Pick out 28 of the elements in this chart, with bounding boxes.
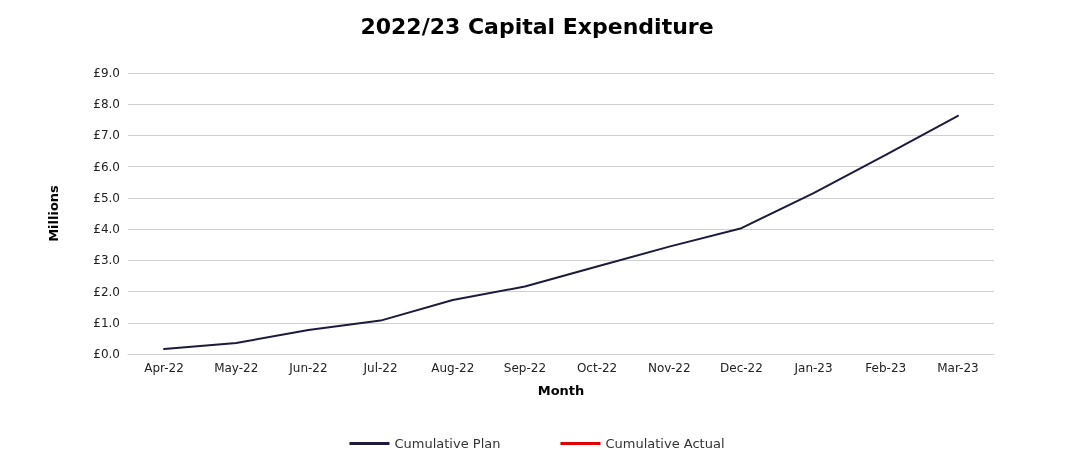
legend-label: Cumulative Plan bbox=[394, 436, 501, 451]
y-tick-label: £3.0 bbox=[93, 253, 120, 268]
x-tick-label: Sep-22 bbox=[503, 361, 547, 375]
y-tick-label: £0.0 bbox=[93, 347, 120, 361]
x-tick-label: Mar-23 bbox=[937, 361, 979, 375]
y-axis-title: Millions bbox=[46, 184, 61, 242]
y-tick-label: £6.0 bbox=[93, 159, 120, 174]
x-tick-label: Aug-22 bbox=[431, 361, 475, 375]
x-tick-label: Dec-22 bbox=[720, 361, 763, 375]
y-tick-label: £1.0 bbox=[93, 315, 120, 330]
chart-title: 2022/23 Capital Expenditure bbox=[360, 13, 714, 39]
x-tick-label: Jul-22 bbox=[362, 361, 398, 375]
y-tick-label: £9.0 bbox=[93, 66, 120, 80]
x-tick-label: May-22 bbox=[214, 361, 259, 375]
x-tick-label: Feb-23 bbox=[865, 361, 907, 375]
x-axis-title: Month bbox=[537, 383, 585, 398]
y-tick-label: £7.0 bbox=[93, 128, 120, 143]
y-tick-label: £5.0 bbox=[93, 190, 120, 205]
y-tick-label: £4.0 bbox=[93, 222, 120, 237]
x-tick-label: Oct-22 bbox=[576, 361, 618, 375]
legend-label: Cumulative Actual bbox=[605, 436, 725, 451]
line-series bbox=[163, 114, 959, 350]
y-tick-label: £8.0 bbox=[93, 97, 120, 112]
x-tick-label: Apr-22 bbox=[144, 361, 184, 375]
x-tick-label: Jan-23 bbox=[793, 361, 833, 375]
y-tick-label: £2.0 bbox=[93, 284, 120, 299]
x-tick-label: Nov-22 bbox=[647, 361, 691, 375]
x-tick-label: Jun-22 bbox=[288, 361, 328, 375]
